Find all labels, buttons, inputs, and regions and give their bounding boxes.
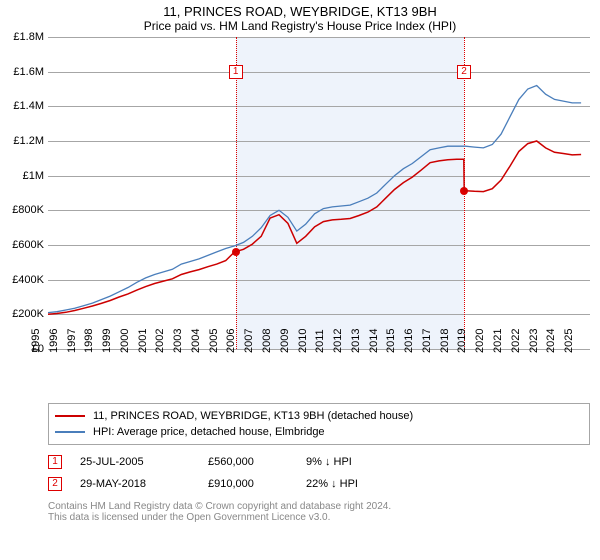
y-tick-label: £1.6M [13, 66, 44, 78]
x-tick-label: 2003 [172, 329, 184, 353]
y-tick-label: £1.4M [13, 100, 44, 112]
x-tick-label: 2010 [297, 329, 309, 353]
chart-area: £0£200K£400K£600K£800K£1M£1.2M£1.4M£1.6M… [0, 37, 600, 397]
x-tick-label: 2012 [332, 329, 344, 353]
legend-item: 11, PRINCES ROAD, WEYBRIDGE, KT13 9BH (d… [55, 408, 583, 424]
x-tick-label: 2004 [190, 329, 202, 353]
legend-label: 11, PRINCES ROAD, WEYBRIDGE, KT13 9BH (d… [93, 410, 413, 422]
x-tick-label: 2013 [350, 329, 362, 353]
y-tick-label: £400K [12, 274, 44, 286]
x-tick-label: 2014 [368, 329, 380, 353]
legend-swatch [55, 431, 85, 433]
x-tick-label: 1995 [30, 329, 42, 353]
x-tick-label: 1997 [66, 329, 78, 353]
x-tick-label: 2002 [154, 329, 166, 353]
x-tick-label: 2025 [563, 329, 575, 353]
y-tick-label: £1M [23, 170, 44, 182]
x-tick-label: 2001 [137, 329, 149, 353]
chart-container: 11, PRINCES ROAD, WEYBRIDGE, KT13 9BH Pr… [0, 0, 600, 560]
plot-area: 12 [48, 37, 590, 349]
x-tick-label: 2005 [208, 329, 220, 353]
x-tick-label: 2008 [261, 329, 273, 353]
table-row: 1 25-JUL-2005 £560,000 9% ↓ HPI [48, 451, 590, 473]
x-tick-label: 1999 [101, 329, 113, 353]
series-line [48, 141, 581, 314]
x-tick-label: 2023 [528, 329, 540, 353]
x-tick-label: 2017 [421, 329, 433, 353]
legend: 11, PRINCES ROAD, WEYBRIDGE, KT13 9BH (d… [48, 403, 590, 445]
table-row: 2 29-MAY-2018 £910,000 22% ↓ HPI [48, 473, 590, 495]
transaction-delta: 22% ↓ HPI [306, 478, 386, 490]
page-title: 11, PRINCES ROAD, WEYBRIDGE, KT13 9BH [0, 0, 600, 19]
x-tick-label: 2022 [510, 329, 522, 353]
marker-label: 1 [48, 455, 62, 469]
legend-item: HPI: Average price, detached house, Elmb… [55, 424, 583, 440]
page-subtitle: Price paid vs. HM Land Registry's House … [0, 19, 600, 37]
x-tick-label: 2020 [474, 329, 486, 353]
footnote-line: Contains HM Land Registry data © Crown c… [48, 501, 590, 512]
y-tick-label: £800K [12, 204, 44, 216]
x-axis-labels: 1995199619971998199920002001200220032004… [48, 351, 590, 397]
x-tick-label: 2019 [456, 329, 468, 353]
x-tick-label: 2021 [492, 329, 504, 353]
y-tick-label: £1.2M [13, 135, 44, 147]
y-axis-labels: £0£200K£400K£600K£800K£1M£1.2M£1.4M£1.6M… [0, 37, 46, 349]
x-tick-label: 1998 [83, 329, 95, 353]
x-tick-label: 2000 [119, 329, 131, 353]
transaction-price: £560,000 [208, 456, 288, 468]
transaction-date: 29-MAY-2018 [80, 478, 190, 490]
x-tick-label: 2011 [314, 329, 326, 353]
y-tick-label: £600K [12, 239, 44, 251]
x-tick-label: 1996 [48, 329, 60, 353]
footnote: Contains HM Land Registry data © Crown c… [48, 501, 590, 523]
x-tick-label: 2016 [403, 329, 415, 353]
x-tick-label: 2006 [225, 329, 237, 353]
y-tick-label: £200K [12, 308, 44, 320]
transaction-delta: 9% ↓ HPI [306, 456, 386, 468]
marker-label: 2 [48, 477, 62, 491]
series-line [48, 86, 581, 313]
x-tick-label: 2007 [243, 329, 255, 353]
transaction-table: 1 25-JUL-2005 £560,000 9% ↓ HPI 2 29-MAY-2018… [48, 451, 590, 495]
x-tick-label: 2009 [279, 329, 291, 353]
x-tick-label: 2015 [385, 329, 397, 353]
legend-swatch [55, 415, 85, 417]
legend-label: HPI: Average price, detached house, Elmb… [93, 426, 325, 438]
line-series [48, 37, 590, 349]
x-tick-label: 2018 [439, 329, 451, 353]
transaction-date: 25-JUL-2005 [80, 456, 190, 468]
footnote-line: This data is licensed under the Open Gov… [48, 512, 590, 523]
transaction-price: £910,000 [208, 478, 288, 490]
x-tick-label: 2024 [545, 329, 557, 353]
y-tick-label: £1.8M [13, 31, 44, 43]
